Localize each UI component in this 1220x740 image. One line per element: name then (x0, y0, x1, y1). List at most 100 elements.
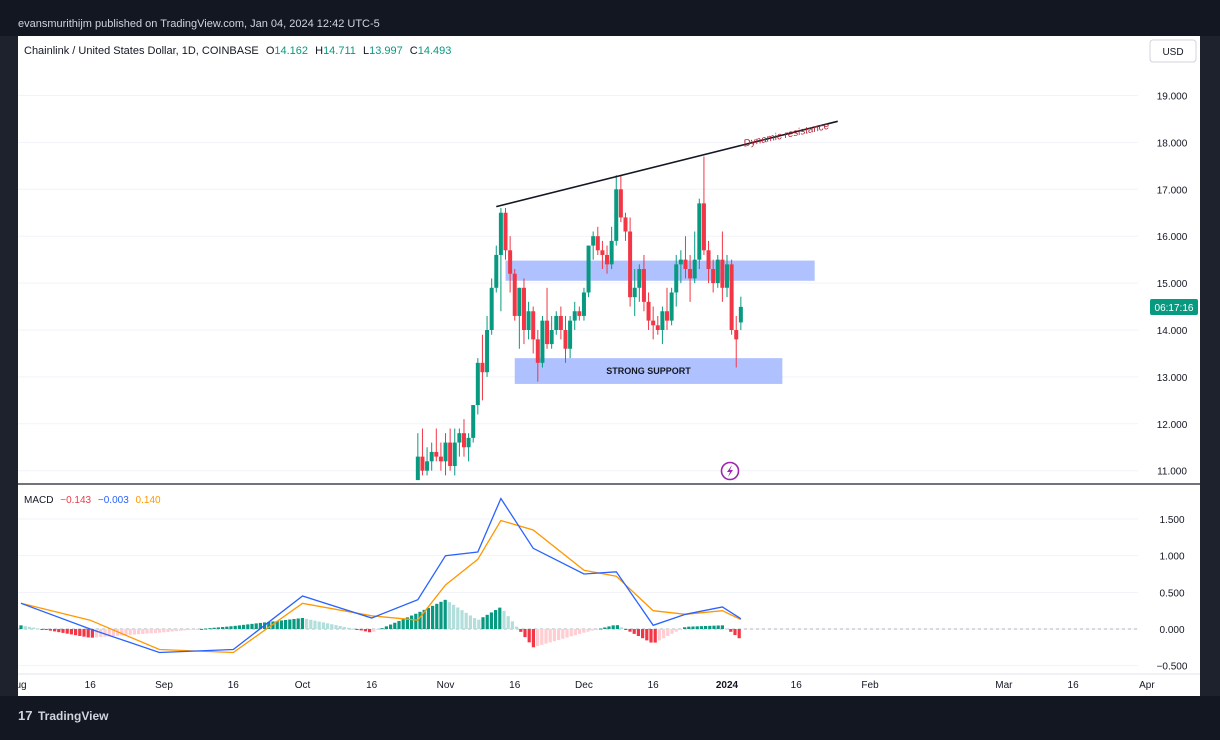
candle-body (586, 245, 591, 293)
macd-hist-bar (120, 629, 124, 636)
candle-body (614, 189, 619, 241)
macd-hist-bar (708, 625, 712, 629)
macd-hist-bar (389, 624, 393, 629)
candle-body (660, 311, 665, 330)
candle-body (665, 311, 670, 321)
macd-hist-bar (716, 625, 720, 629)
publisher-text: evansmurithijm published on TradingView.… (18, 18, 380, 30)
tradingview-logo-icon[interactable]: 17 (18, 708, 33, 723)
macd-hist-bar (82, 629, 86, 637)
lightning-icon[interactable] (720, 461, 740, 481)
currency-button[interactable]: USD (1149, 39, 1197, 63)
macd-hist-bar (313, 620, 317, 629)
macd-hist-bar (107, 629, 111, 637)
candle-body (503, 212, 508, 251)
time-tick-label: Oct (295, 680, 311, 691)
price-axis: 19.000 18.000 17.000 16.000 15.000 14.000 13.0… (1157, 92, 1188, 478)
macd-hist-bar (225, 626, 229, 629)
macd-hist-bar (359, 629, 363, 631)
macd-hist-bar (153, 629, 157, 633)
macd-hist-bar (515, 626, 519, 629)
macd-hist-bar (641, 629, 645, 639)
macd-hist-bar (271, 621, 275, 629)
price-tick-label: 18.000 (1157, 138, 1188, 149)
macd-hist-bar (678, 629, 682, 630)
macd-hist-bar (439, 601, 443, 629)
candle-body (720, 259, 725, 288)
candle-body (577, 311, 582, 316)
macd-hist-bar (195, 629, 199, 630)
candle-body (706, 250, 711, 270)
candle-body (526, 311, 531, 330)
macd-hist-bar (44, 629, 48, 630)
macd-hist-bar (414, 613, 418, 629)
macd-hist-bar (246, 624, 250, 629)
macd-hist-bar (355, 629, 359, 630)
macd-hist-bar (229, 626, 233, 629)
macd-hist-bar (498, 607, 502, 629)
price-tick-label: 13.000 (1157, 373, 1188, 384)
candle-body (637, 269, 642, 288)
candle-body (425, 461, 430, 471)
macd-hist-bar (704, 626, 708, 629)
candle-body (678, 259, 683, 265)
macd-hist-bar (57, 629, 61, 633)
macd-hist-bar (464, 612, 468, 629)
macd-hist-bar (662, 629, 666, 639)
macd-hist-bar (405, 617, 409, 629)
macd-hist-bar (603, 627, 607, 629)
legend-h-value: 14.711 (323, 45, 356, 57)
candle-body (512, 273, 517, 316)
time-tick-label: Nov (437, 680, 455, 691)
candle-body (535, 339, 540, 363)
macd-hist-bar (292, 618, 296, 629)
candle-body (443, 442, 448, 462)
trendline (496, 120, 838, 208)
macd-hist-bar (611, 625, 615, 629)
macd-hist-bar (376, 629, 380, 630)
macd-hist-bar (418, 611, 422, 629)
macd-hist-bar (174, 629, 178, 632)
macd-hist-bar (447, 602, 451, 629)
price-badge: 06:17:16 (1150, 299, 1198, 315)
candle-body (595, 236, 600, 251)
time-tick-label: 16 (85, 680, 97, 691)
macd-hist-bar (531, 629, 535, 648)
macd-hist-bar (725, 628, 729, 630)
macd-hist-bar (351, 628, 355, 630)
candle-body (461, 433, 466, 448)
macd-hist-bar (607, 626, 611, 629)
legend-c-label: C (410, 45, 418, 57)
macd-hist-bar (494, 610, 498, 629)
price-tick-label: 15.000 (1157, 279, 1188, 290)
macd-tick-label: 0.500 (1159, 588, 1184, 599)
legend-o-value: 14.162 (274, 45, 308, 57)
legend-c-value: 14.493 (418, 45, 452, 57)
macd-hist-bar (305, 618, 309, 629)
brand-name[interactable]: TradingView (38, 709, 109, 723)
macd-hist-bar (548, 629, 552, 643)
macd-hist-bar (645, 629, 649, 641)
macd-line (20, 497, 742, 654)
macd-hist-bar (363, 629, 367, 632)
candle-body (628, 231, 633, 298)
macd-hist-bar (61, 629, 65, 633)
macd-hist-bar (523, 629, 527, 638)
macd-hist-bar (69, 629, 73, 635)
macd-hist-bar (40, 629, 44, 630)
macd-hist-bar (95, 629, 99, 638)
chart-svg[interactable]: 19.000 18.000 17.000 16.000 15.000 14.000 13.0… (15, 36, 1200, 696)
macd-hist-bar (485, 614, 489, 629)
macd-hist-bar (279, 620, 283, 629)
zones (505, 260, 815, 384)
chart-area[interactable]: 19.000 18.000 17.000 16.000 15.000 14.000 13.0… (15, 36, 1200, 696)
price-tick-label: 17.000 (1157, 185, 1188, 196)
time-tick-label: 16 (648, 680, 660, 691)
candle-body (554, 315, 559, 330)
macd-hist-bar (326, 623, 330, 629)
support-label: STRONG SUPPORT (606, 366, 691, 376)
candle-body (734, 330, 739, 340)
macd-hist-bar (422, 609, 426, 629)
candle-body (429, 451, 434, 462)
time-tick-label: 2024 (716, 680, 739, 691)
